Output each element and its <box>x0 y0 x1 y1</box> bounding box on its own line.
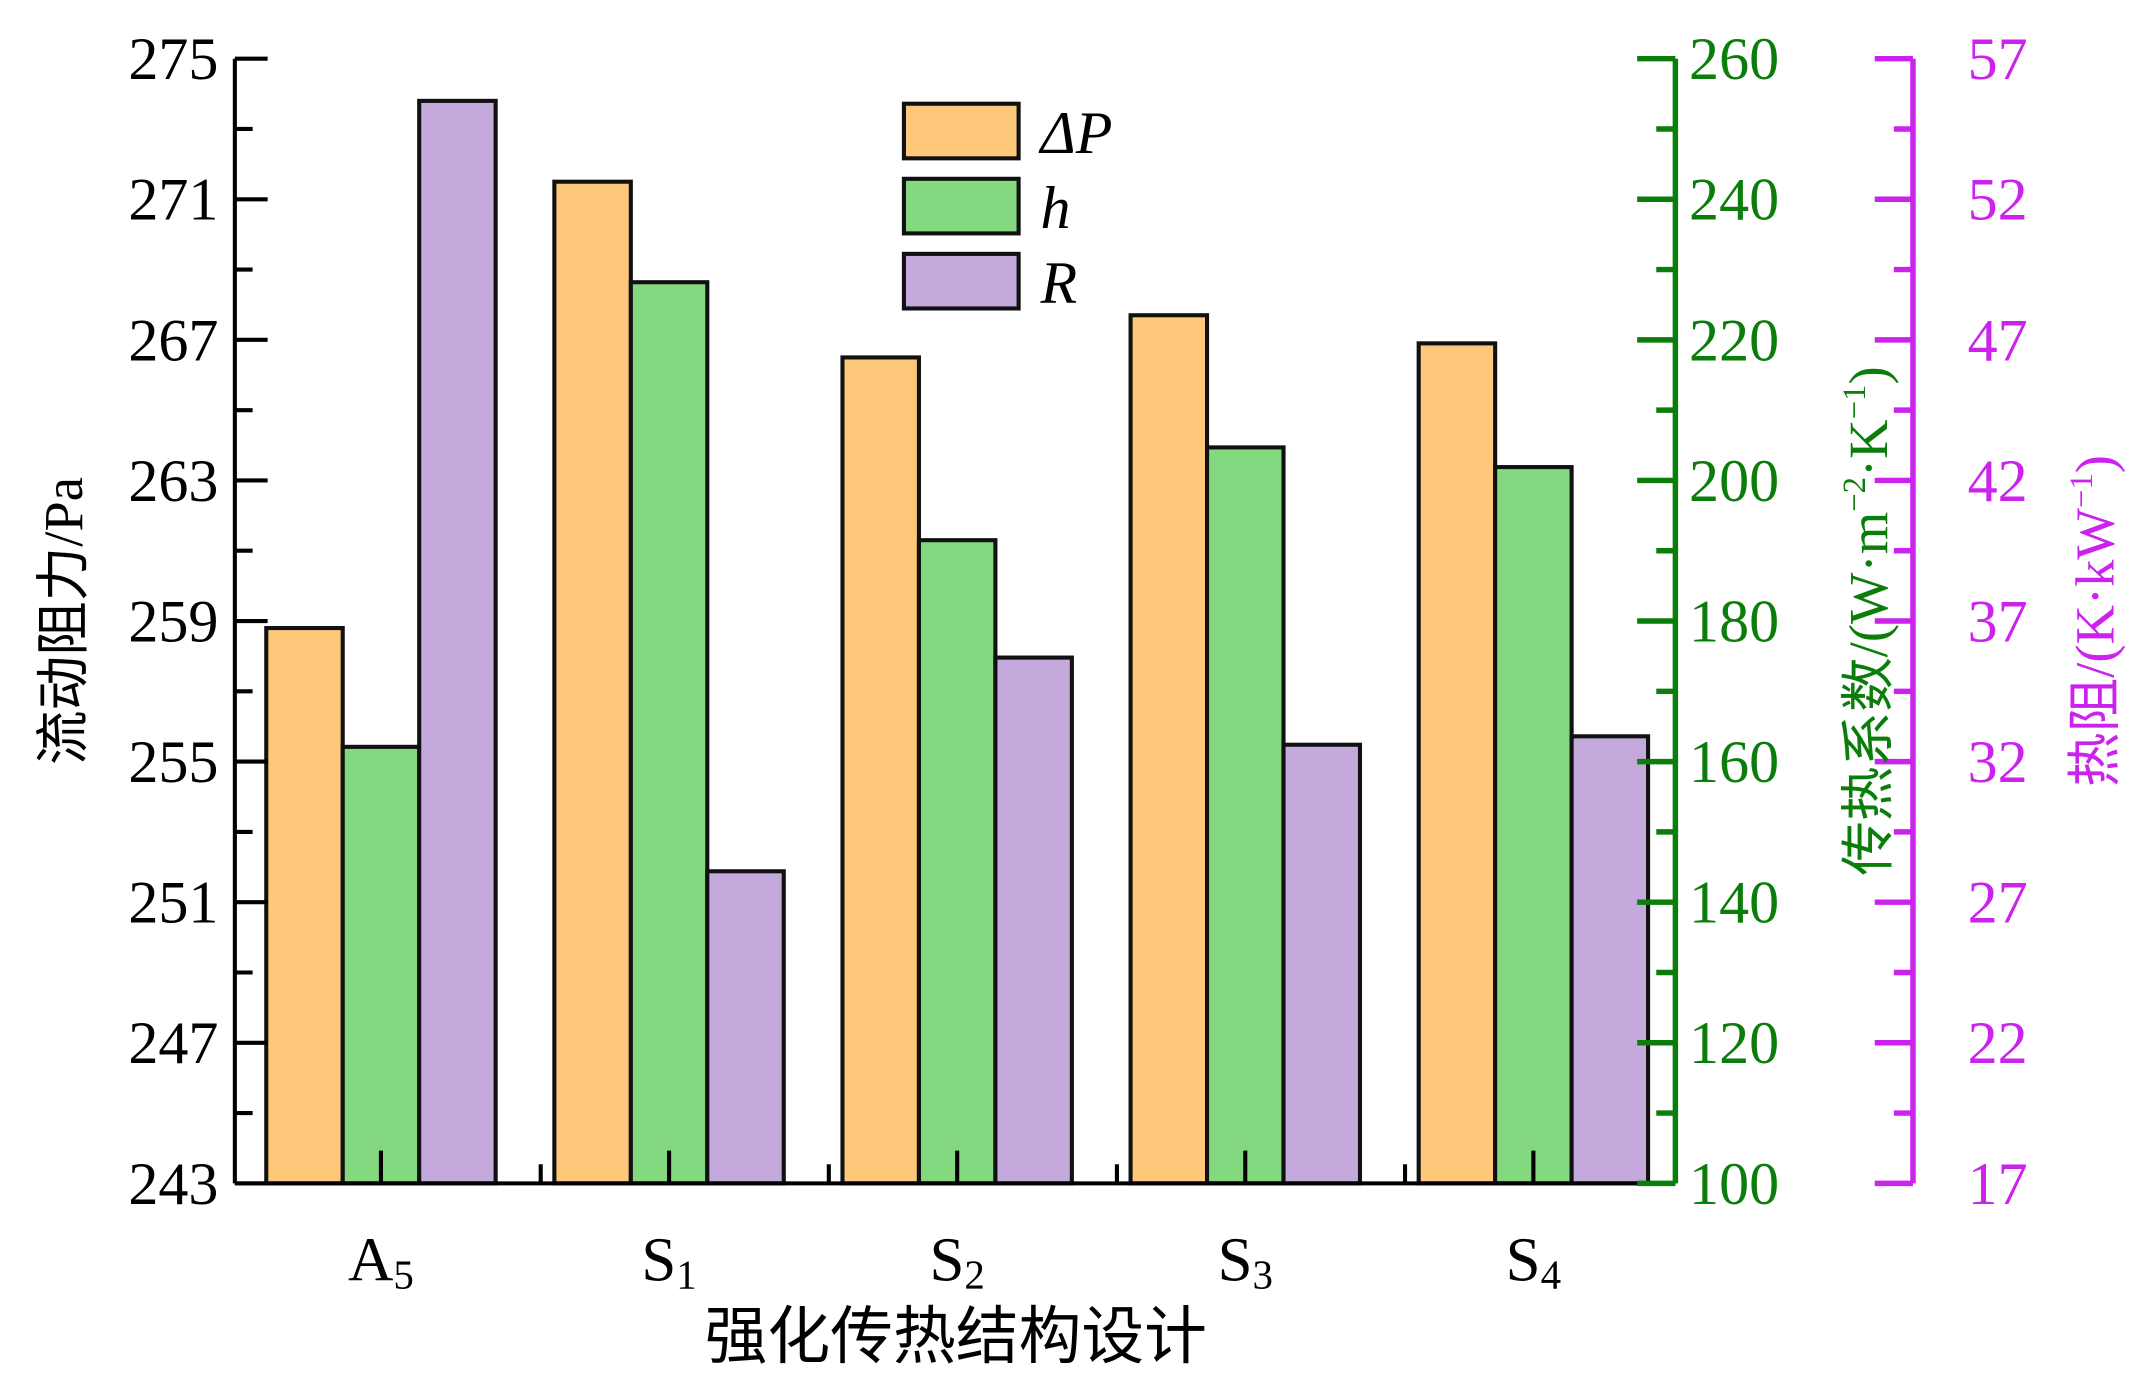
left-tick-label: 267 <box>128 306 218 373</box>
legend-label-R: R <box>1039 249 1077 316</box>
bar-R-2 <box>993 655 1074 1186</box>
right2-tick-label: 52 <box>1968 166 2028 233</box>
bar-R-4 <box>1569 734 1651 1186</box>
bar-R-0 <box>417 98 498 1186</box>
right1-label-sup2: −1 <box>1837 385 1873 420</box>
right2-tick-label: 47 <box>1968 306 2028 373</box>
bar-h-1 <box>628 280 710 1186</box>
bar-ΔP-1 <box>552 179 633 1186</box>
bar-h-3 <box>1204 445 1286 1186</box>
x-tick-main: A <box>348 1224 393 1294</box>
bar-R-3 <box>1281 742 1363 1186</box>
x-tick-label: S4 <box>1506 1224 1561 1297</box>
right2-tick-label: 27 <box>1968 869 2028 936</box>
x-tick-sub: 2 <box>964 1252 984 1297</box>
x-tick-label: S3 <box>1218 1224 1273 1297</box>
x-tick-label: A5 <box>348 1224 414 1297</box>
x-tick-main: S <box>929 1224 964 1294</box>
bar-ΔP-4 <box>1416 341 1498 1186</box>
right1-label-main: 传热系数/(W·m <box>1838 512 1899 876</box>
x-tick-main: S <box>1218 1224 1253 1294</box>
right1-label-sup1: −2 <box>1837 477 1873 512</box>
right1-tick-label: 260 <box>1689 25 1779 92</box>
bar-h-4 <box>1493 465 1574 1186</box>
left-tick-label: 271 <box>128 166 218 233</box>
bar-ΔP-3 <box>1128 313 1210 1186</box>
right2-label-end: ) <box>2065 455 2126 473</box>
legend-swatch-R <box>901 251 1021 311</box>
x-tick-sub: 1 <box>676 1252 696 1297</box>
x-tick-label: S1 <box>641 1224 696 1297</box>
right2-tick-label: 57 <box>1968 25 2028 92</box>
right2-label-sup: −1 <box>2064 473 2100 508</box>
right2-tick-label: 17 <box>1968 1150 2028 1217</box>
right1-label-end: ) <box>1838 366 1899 384</box>
x-tick-sub: 5 <box>393 1252 413 1297</box>
right1-axis-label: 传热系数/(W·m−2·K−1) <box>1837 366 1899 875</box>
right2-tick-label: 22 <box>1968 1009 2028 1076</box>
bars-layer <box>264 98 1651 1186</box>
bar-h-2 <box>916 538 998 1186</box>
left-tick-label: 263 <box>128 447 218 514</box>
x-tick-sub: 3 <box>1253 1252 1273 1297</box>
x-tick-main: S <box>1506 1224 1541 1294</box>
left-tick-label: 255 <box>128 728 218 795</box>
right1-tick-label: 180 <box>1689 588 1779 655</box>
right1-tick-label: 220 <box>1689 306 1779 373</box>
right2-axis-label: 热阻/(K·kW−1) <box>2064 455 2126 787</box>
bar-ΔP-0 <box>264 626 345 1186</box>
right1-label-mid: ·K <box>1838 419 1899 477</box>
left-tick-label: 275 <box>128 25 218 92</box>
left-axis-label: 流动阻力/Pa <box>33 477 94 765</box>
right2-tick-label: 32 <box>1968 728 2028 795</box>
left-tick-label: 251 <box>128 869 218 936</box>
right1-tick-label: 100 <box>1689 1150 1779 1217</box>
x-tick-main: S <box>641 1224 676 1294</box>
legend-swatch-ΔP <box>901 101 1021 161</box>
bar-R-1 <box>705 869 786 1186</box>
right1-tick-label: 120 <box>1689 1009 1779 1076</box>
legend-label-h: h <box>1040 174 1070 241</box>
x-axis-label: 强化传热结构设计 <box>705 1302 1207 1372</box>
right2-label-main: 热阻/(K·kW <box>2065 508 2126 787</box>
left-tick-label: 247 <box>128 1009 218 1076</box>
right1-tick-label: 140 <box>1689 869 1779 936</box>
bar-h-0 <box>340 744 422 1186</box>
legend: ΔP hR <box>901 99 1112 316</box>
right1-tick-label: 200 <box>1689 447 1779 514</box>
left-tick-label: 259 <box>128 588 218 655</box>
right1-tick-label: 160 <box>1689 728 1779 795</box>
right2-tick-label: 42 <box>1968 447 2028 514</box>
legend-swatch-h <box>901 176 1021 236</box>
right1-tick-label: 240 <box>1689 166 1779 233</box>
bar-ΔP-2 <box>840 355 921 1186</box>
legend-label-ΔP: ΔP <box>1038 99 1112 166</box>
x-tick-label: S2 <box>929 1224 984 1297</box>
right2-tick-label: 37 <box>1968 588 2028 655</box>
x-tick-sub: 4 <box>1541 1252 1561 1297</box>
left-tick-label: 243 <box>128 1150 218 1217</box>
